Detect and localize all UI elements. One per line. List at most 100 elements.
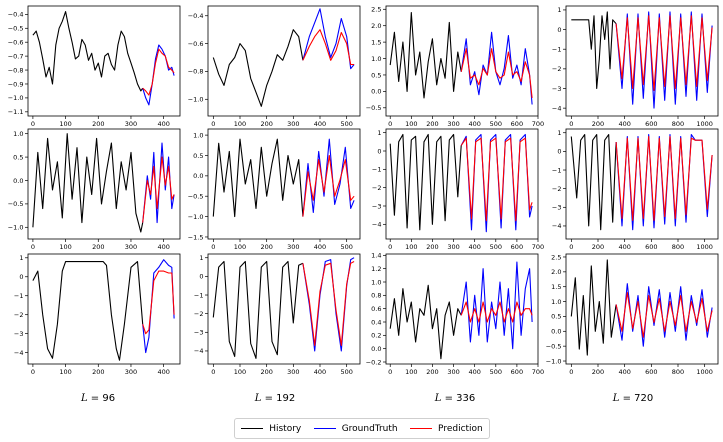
history-line <box>389 284 462 360</box>
x-tick-label: 600 <box>645 243 657 251</box>
x-tick-label: 400 <box>314 368 326 376</box>
prediction-line <box>302 29 355 66</box>
y-tick-label: −0.2 <box>366 358 382 366</box>
x-tick-label: 0 <box>388 368 392 376</box>
y-tick-label: 0 <box>199 273 203 281</box>
y-tick-label: −3 <box>552 204 562 212</box>
y-tick-label: −2 <box>552 65 562 73</box>
x-tick-label: 300 <box>287 368 299 376</box>
x-tick-label: 200 <box>592 368 604 376</box>
x-tick-label: 0 <box>211 368 215 376</box>
x-tick-label: 200 <box>92 368 104 376</box>
y-tick-label: −0.9 <box>8 80 24 88</box>
subplot-5: 0 100 200 300 400 −1.0 −0.5 0.0 0.5 1.0 <box>8 128 181 251</box>
y-tick-label: −2 <box>552 185 562 193</box>
x-tick-label: 100 <box>405 368 417 376</box>
groundtruth-line <box>142 259 175 354</box>
y-tick-label: 2.0 <box>371 22 381 30</box>
column-caption-1: L = 96 <box>80 393 116 404</box>
groundtruth-line <box>615 283 713 347</box>
x-tick-label: 100 <box>405 243 417 251</box>
subplot-3: 0 100 200 300 400 500 600 700 −0.5 0.0 0.5 1.0 1.5 2.… <box>366 6 545 128</box>
x-tick-label: 0 <box>569 120 573 128</box>
y-tick-label: −0.8 <box>188 68 204 76</box>
axes-frame <box>565 128 719 240</box>
subplot-11: 0 100 200 300 400 500 600 700 −0.2 0.0 0.2 0.4 0.6 0.… <box>366 252 545 376</box>
y-tick-label: 1.0 <box>371 55 381 63</box>
prediction-line <box>460 48 533 98</box>
x-tick-label: 400 <box>468 120 480 128</box>
y-tick-label: 1.5 <box>551 283 561 291</box>
x-tick-label: 300 <box>447 120 459 128</box>
history-line <box>389 133 462 231</box>
history-line <box>32 11 144 92</box>
y-tick-label: −4 <box>552 104 562 112</box>
y-tick-label: −0.5 <box>188 193 204 201</box>
x-tick-label: 400 <box>618 120 630 128</box>
y-tick-label: −3 <box>194 329 204 337</box>
column-caption-4: L = 720 <box>612 393 654 404</box>
axes-frame <box>27 253 181 365</box>
x-tick-label: 300 <box>125 243 137 251</box>
x-tick-label: 200 <box>426 368 438 376</box>
axes-frame <box>207 5 361 117</box>
y-tick-label: 1.2 <box>371 265 381 273</box>
legend-label-prediction: Prediction <box>438 423 483 434</box>
y-tick-label: 1.5 <box>371 38 381 46</box>
column-caption-2: L = 192 <box>254 393 296 404</box>
y-tick-label: 1 <box>557 129 561 137</box>
x-tick-label: 500 <box>490 368 502 376</box>
x-tick-label: 100 <box>59 368 71 376</box>
x-tick-label: 1000 <box>696 368 713 376</box>
y-tick-label: 0.6 <box>371 305 381 313</box>
x-tick-label: 0 <box>211 243 215 251</box>
x-tick-label: 500 <box>340 120 352 128</box>
x-tick-label: 100 <box>59 243 71 251</box>
history-line <box>212 138 304 218</box>
x-tick-label: 700 <box>532 368 544 376</box>
y-tick-label: −1.0 <box>188 96 204 104</box>
history-line <box>571 11 617 90</box>
y-tick-label: −3 <box>552 85 562 93</box>
x-tick-label: 300 <box>287 120 299 128</box>
x-tick-label: 100 <box>405 120 417 128</box>
y-tick-label: 0.5 <box>13 153 23 161</box>
legend-swatch-groundtruth <box>313 428 336 429</box>
y-tick-label: 0.5 <box>551 313 561 321</box>
y-tick-label: 1.0 <box>551 298 561 306</box>
x-tick-label: 100 <box>234 368 246 376</box>
y-tick-label: −4 <box>552 222 562 230</box>
x-tick-label: 400 <box>468 243 480 251</box>
groundtruth-line <box>302 8 355 70</box>
y-tick-label: −1 <box>194 291 204 299</box>
y-tick-label: −0.8 <box>8 66 24 74</box>
y-tick-label: 0.2 <box>371 332 381 340</box>
y-tick-label: −1 <box>14 292 24 300</box>
axes-frame <box>565 253 719 365</box>
x-tick-label: 300 <box>125 368 137 376</box>
y-tick-label: 0.5 <box>193 152 203 160</box>
legend-label-history: History <box>269 423 302 434</box>
subplot-1: 0 100 200 300 400 −1.1 −1.0 −0.9 −0.8 −0.7 −0.6 −0.… <box>8 5 181 128</box>
x-tick-label: 0 <box>31 120 35 128</box>
y-tick-label: 0 <box>557 148 561 156</box>
subplot-6: 0 100 200 300 400 500 −1.5 −1.0 −0.5 0.0 0.5 1.0 <box>188 128 361 251</box>
groundtruth-line <box>302 257 355 352</box>
prediction-line <box>460 137 533 222</box>
y-tick-label: 1 <box>199 254 203 262</box>
subplot-12: 0 200 400 600 800 1000 −1.0 −0.5 0.0 0.5 1.0 1.5 2.0… <box>546 253 719 376</box>
prediction-line <box>142 156 175 223</box>
y-tick-label: −0.6 <box>8 39 24 47</box>
y-tick-label: −2 <box>194 310 204 318</box>
axes-frame <box>27 5 181 117</box>
axes-frame <box>27 128 181 240</box>
x-tick-label: 400 <box>157 120 169 128</box>
legend-swatch-prediction <box>410 428 433 429</box>
x-tick-label: 400 <box>314 243 326 251</box>
x-tick-label: 400 <box>314 120 326 128</box>
y-tick-label: −4 <box>14 349 24 357</box>
x-tick-label: 800 <box>672 243 684 251</box>
prediction-line <box>615 15 713 92</box>
x-tick-label: 0 <box>31 368 35 376</box>
